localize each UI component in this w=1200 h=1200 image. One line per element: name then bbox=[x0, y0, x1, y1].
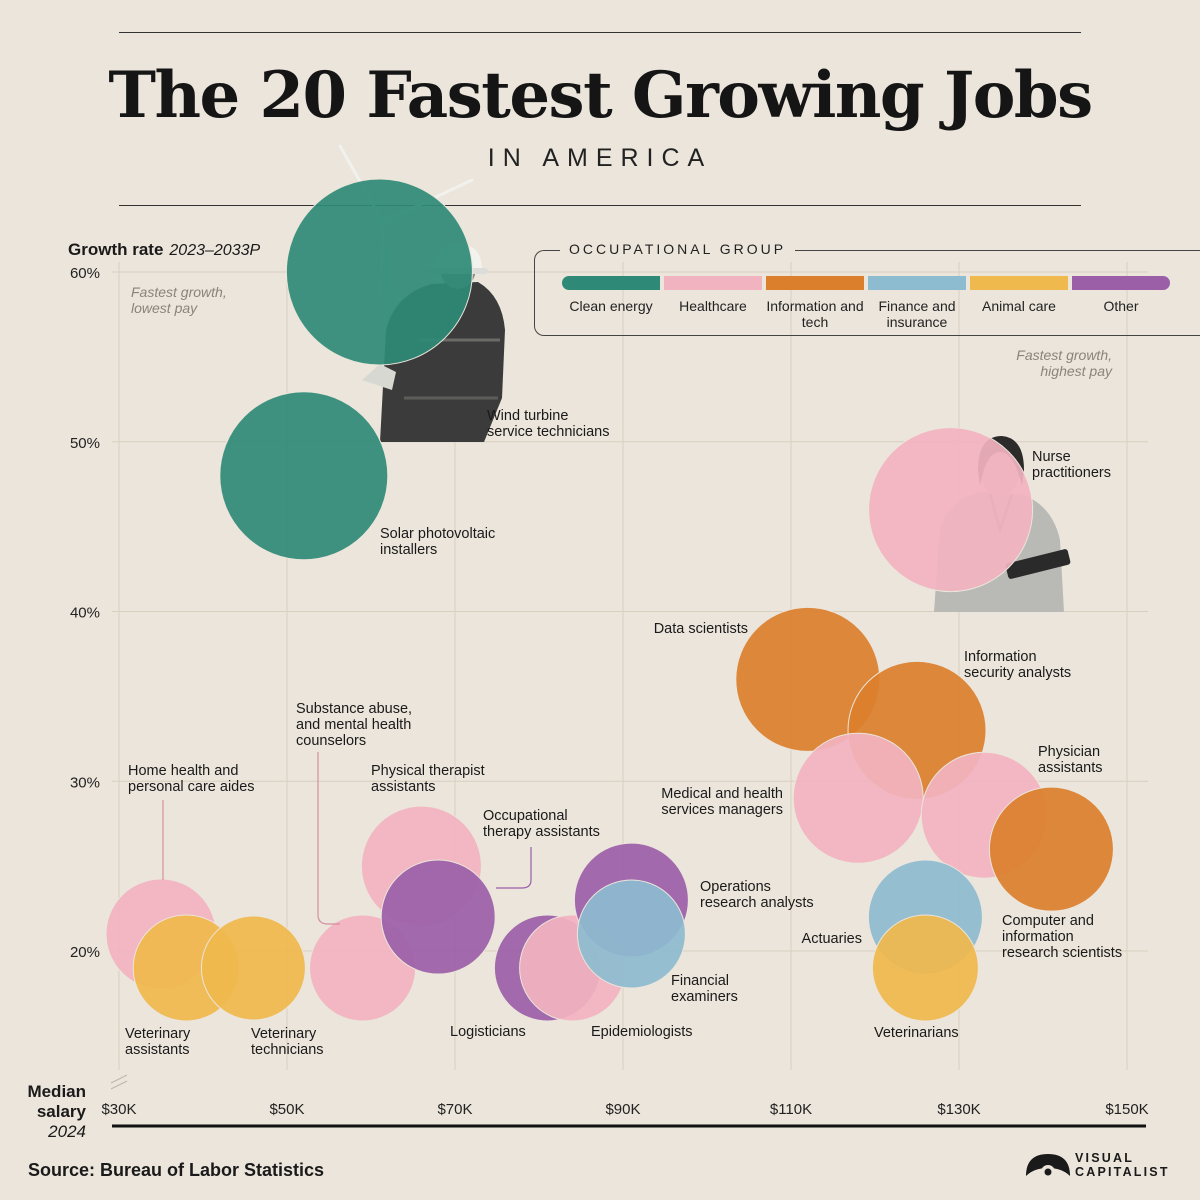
legend-item-animal-care: Animal care bbox=[970, 276, 1068, 314]
label-connectors bbox=[162, 752, 532, 925]
legend-swatch bbox=[970, 276, 1068, 290]
x-tick-label: $90K bbox=[605, 1101, 640, 1118]
legend-swatch bbox=[868, 276, 966, 290]
y-tick-label: 50% bbox=[70, 435, 100, 452]
page-subtitle: IN AMERICA bbox=[487, 144, 713, 172]
y-tick-label: 30% bbox=[70, 774, 100, 791]
x-axis-label: Median salary 2024 bbox=[27, 1082, 86, 1141]
x-tick-label: $30K bbox=[101, 1101, 136, 1118]
bubble-veterinary-technicians bbox=[200, 915, 306, 1021]
legend-box bbox=[534, 250, 1200, 336]
bubble-label: Physician assistants bbox=[1038, 744, 1102, 776]
legend-swatch bbox=[562, 276, 660, 290]
legend-label: Healthcare bbox=[679, 298, 747, 314]
bubble-label: Logisticians bbox=[450, 1024, 526, 1040]
x-tick-label: $70K bbox=[437, 1101, 472, 1118]
legend-title: OCCUPATIONAL GROUP bbox=[560, 241, 796, 257]
bubble-label: Epidemiologists bbox=[591, 1024, 693, 1040]
axis-ticks: 20% 30% 40% 50% 60% $30K $50K $70K $90K $110K $130… bbox=[70, 265, 1149, 1118]
bubble-nurse-practitioners bbox=[868, 427, 1034, 593]
legend-label: Finance and insurance bbox=[878, 298, 956, 330]
bubble-label: Occupational therapy assistants bbox=[483, 808, 600, 840]
legend-label: Animal care bbox=[982, 298, 1056, 314]
connector-line bbox=[317, 752, 340, 925]
legend-label: Clean energy bbox=[569, 298, 653, 314]
bubble-medical-and-health-services-managers bbox=[792, 732, 924, 864]
bubble-label: Solar photovoltaic installers bbox=[380, 526, 495, 558]
bubble-label: Wind turbine service technicians bbox=[487, 408, 610, 440]
page-title: The 20 Fastest Growing Jobs bbox=[108, 58, 1093, 133]
y-tick-label: 40% bbox=[70, 605, 100, 622]
bubble-veterinarians bbox=[871, 914, 979, 1022]
bubble-label: Nurse practitioners bbox=[1032, 449, 1111, 481]
bubble-label: Physical therapist assistants bbox=[371, 763, 485, 795]
connector-line bbox=[496, 847, 532, 889]
legend-swatch bbox=[664, 276, 762, 290]
x-tick-label: $50K bbox=[269, 1101, 304, 1118]
annotations: Fastest growth, lowest pay Fastest growth,… bbox=[131, 284, 1113, 379]
bubble-label: Veterinarians bbox=[874, 1025, 959, 1041]
x-tick-label: $110K bbox=[770, 1101, 812, 1118]
bubbles bbox=[105, 178, 1114, 1022]
bubble-label: Actuaries bbox=[802, 931, 862, 947]
top-rule bbox=[119, 32, 1081, 33]
bubble-labels: Wind turbine service technicians Solar pho… bbox=[125, 408, 1122, 1058]
legend-label: Information and tech bbox=[766, 298, 864, 330]
bubble-label: Home health and personal care aides bbox=[128, 763, 255, 795]
legend-swatch bbox=[766, 276, 864, 290]
source-note: Source: Bureau of Labor Statistics bbox=[28, 1160, 325, 1180]
legend-item-information-and-tech: Information and tech bbox=[766, 276, 864, 330]
annotation-text: Fastest growth, lowest pay bbox=[131, 284, 227, 316]
bubble-financial-examiners bbox=[576, 879, 686, 989]
bubble-label: Operations research analysts bbox=[700, 879, 814, 911]
x-axis-line bbox=[110, 1074, 1146, 1128]
bubble-label: Veterinary technicians bbox=[251, 1026, 324, 1058]
bubble-solar-photovoltaic-installers bbox=[219, 391, 389, 561]
y-tick-label: 60% bbox=[70, 265, 100, 282]
annotation-text: Fastest growth, highest pay bbox=[1016, 347, 1113, 379]
logo-text: VISUAL CAPITALIST bbox=[1075, 1151, 1170, 1179]
x-tick-label: $150K bbox=[1105, 1101, 1148, 1118]
bubble-label: Medical and health services managers bbox=[661, 786, 783, 818]
legend-label: Other bbox=[1103, 298, 1139, 314]
x-tick-label: $130K bbox=[937, 1101, 980, 1118]
bubble-label: Substance abuse, and mental health counsel… bbox=[296, 701, 412, 749]
legend-item-other: Other bbox=[1072, 276, 1170, 314]
legend-item-healthcare: Healthcare bbox=[664, 276, 762, 314]
bubble-computer-and-information-research-scientists bbox=[988, 786, 1114, 912]
bubble-label: Computer and information research scientis… bbox=[1002, 913, 1122, 961]
visual-capitalist-logo bbox=[1026, 1154, 1070, 1179]
y-tick-label: 20% bbox=[70, 944, 100, 961]
bubble-wind-turbine-service-technicians bbox=[285, 178, 473, 366]
bubble-label: Financial examiners bbox=[671, 973, 738, 1005]
y-axis-label: Growth rate 2023–2033P bbox=[68, 240, 261, 259]
header-bottom-rule bbox=[119, 205, 1081, 206]
bubble-label: Veterinary assistants bbox=[125, 1026, 191, 1058]
legend-item-finance-and-insurance: Finance and insurance bbox=[868, 276, 966, 330]
legend-item-clean-energy: Clean energy bbox=[562, 276, 660, 314]
legend-swatch bbox=[1072, 276, 1170, 290]
bubble-label: Information security analysts bbox=[964, 649, 1071, 681]
bubble-occupational-therapy-assistants bbox=[380, 859, 496, 975]
bubble-label: Data scientists bbox=[654, 621, 748, 637]
